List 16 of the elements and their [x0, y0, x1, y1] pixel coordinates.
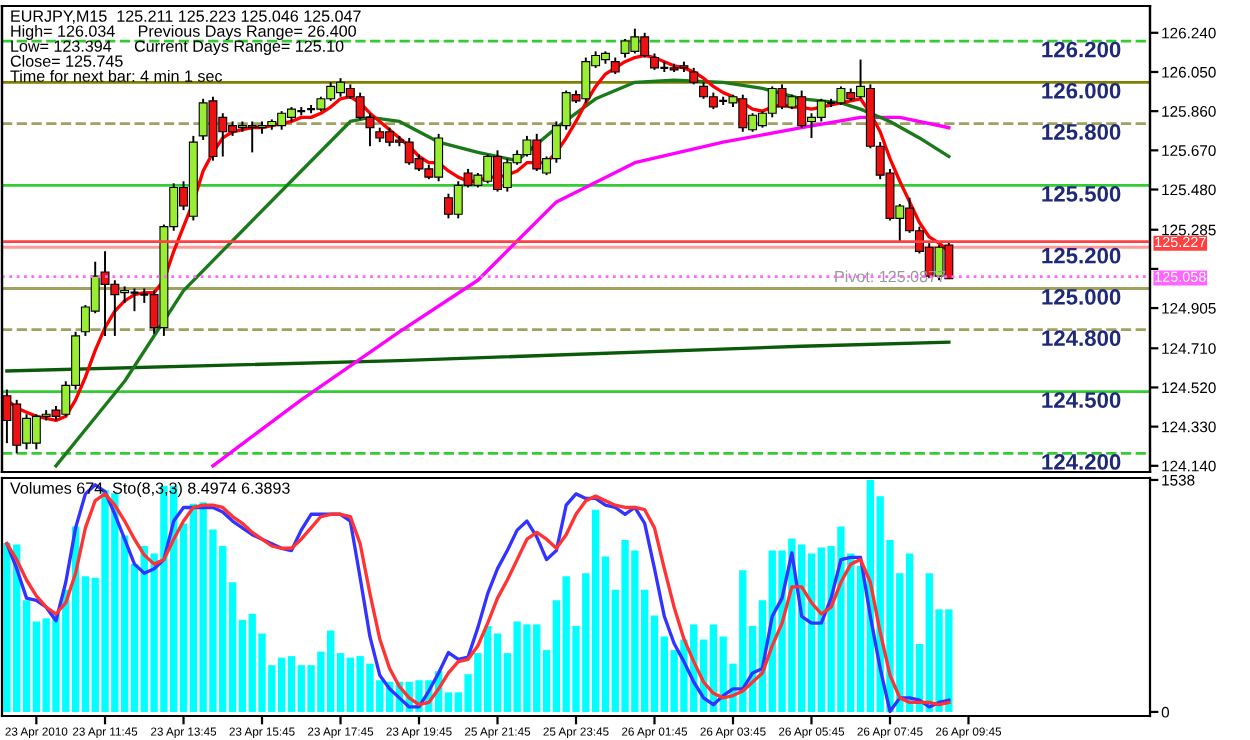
line-series	[5, 340, 951, 373]
annotation: Close= 125.745	[10, 55, 123, 67]
ref-line-label: 124.200	[1042, 454, 1121, 470]
ref-line-label: 125.800	[1042, 124, 1121, 140]
ref-line-label: 124.800	[1042, 330, 1121, 347]
ref-line-label: 124.500	[1042, 392, 1121, 408]
annotation: EURJPY,M15 125.211 125.223 125.046 125.047	[11, 10, 361, 24]
line-series	[54, 78, 951, 468]
annotation: Time for next bar: 4 min 1 sec	[10, 70, 223, 82]
annotation: Low= 123.394 Current Days Range= 125.10	[11, 40, 344, 56]
ref-line-label: 125.000	[1042, 289, 1121, 305]
ref-line-label: 125.500	[1042, 185, 1121, 202]
ref-line-label: 126.000	[1042, 82, 1121, 99]
ref-line-label: 125.200	[1042, 247, 1121, 264]
annotation: High= 126.034 Previous Days Range= 26.400	[11, 25, 356, 41]
ref-line-label: 126.200	[1042, 41, 1121, 58]
